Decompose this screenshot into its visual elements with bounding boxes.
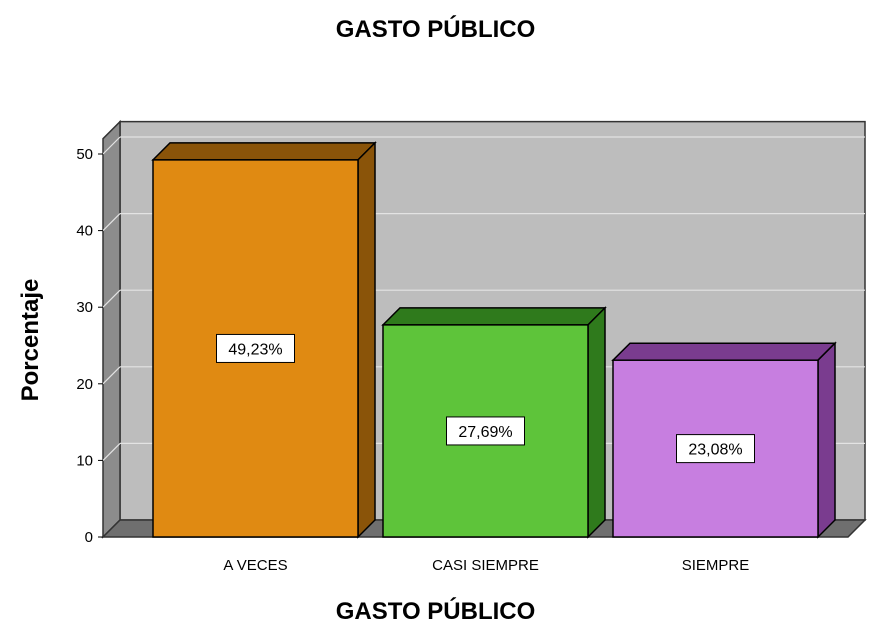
x-tick-label: A VECES: [223, 557, 287, 574]
y-tick-label: 10: [76, 452, 93, 469]
data-label-text: 23,08%: [688, 442, 742, 459]
x-axis-title: GASTO PÚBLICO: [335, 598, 536, 625]
x-axis-ticks: A VECES CASI SIEMPRE SIEMPRE: [223, 557, 749, 574]
y-axis-title: Porcentaje: [17, 278, 44, 402]
bars: [151, 141, 837, 539]
data-label-box: [216, 333, 295, 363]
side-wall: [102, 119, 121, 539]
y-tick-label: 0: [85, 529, 93, 546]
gridline-side: [102, 136, 121, 155]
data-label-text: 49,23%: [228, 341, 282, 358]
bar: [611, 341, 837, 539]
bar-top: [381, 307, 607, 326]
data-label-box: [676, 434, 755, 464]
gridline-side: [102, 289, 121, 308]
y-tick-label: 20: [76, 376, 93, 393]
data-label: 49,23%: [216, 333, 295, 363]
y-tick-label: 50: [76, 146, 93, 163]
data-label: 27,69%: [446, 416, 525, 446]
gridline-side: [102, 442, 121, 461]
y-axis-ticks: 0 10 20 30 40 50: [76, 146, 103, 546]
data-label-box: [446, 416, 525, 446]
gridline-side: [102, 366, 121, 385]
y-tick-label: 40: [76, 223, 93, 240]
data-labels: 49,23% 27,69% 23,08%: [216, 333, 755, 464]
x-tick-label: SIEMPRE: [682, 557, 750, 574]
bar-side: [587, 306, 606, 539]
y-tick-label: 30: [76, 299, 93, 316]
x-tick-label: CASI SIEMPRE: [432, 557, 539, 574]
gridline-side: [102, 213, 121, 232]
chart-title: GASTO PÚBLICO: [335, 16, 536, 43]
bar-side: [357, 141, 376, 539]
bar-top: [151, 142, 377, 161]
bar-top: [611, 342, 837, 361]
bar-side: [817, 341, 836, 539]
data-label-text: 27,69%: [458, 424, 512, 441]
data-label: 23,08%: [676, 434, 755, 464]
